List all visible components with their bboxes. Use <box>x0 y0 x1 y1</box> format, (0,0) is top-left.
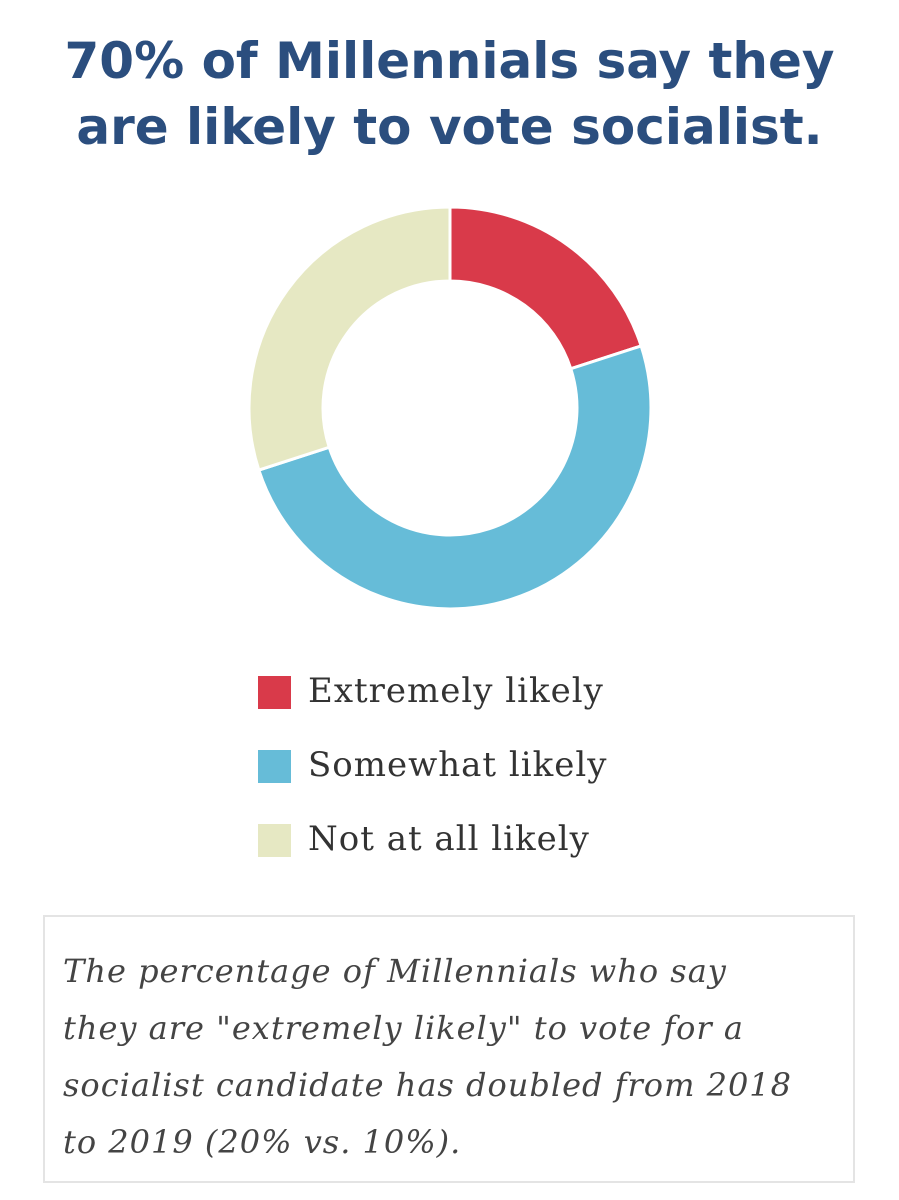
note-box: The percentage of Millennials who say th… <box>43 915 855 1183</box>
legend-label-not-at-all-likely: Not at all likely <box>308 819 590 859</box>
note-text: The percentage of Millennials who say th… <box>63 943 843 1171</box>
chart-title-line-2: are likely to vote socialist. <box>76 98 823 156</box>
donut-slice-somewhat-likely <box>256 343 653 611</box>
chart-title: 70% of Millennials say they are likely t… <box>0 28 899 160</box>
legend-label-somewhat-likely: Somewhat likely <box>308 745 608 785</box>
note-line-1: The percentage of Millennials who say <box>63 952 727 990</box>
note-line-3: socialist candidate has doubled from 201… <box>63 1066 793 1104</box>
legend-swatch-extremely-likely <box>258 676 291 709</box>
note-line-2: they are "extremely likely" to vote for … <box>63 1009 744 1047</box>
chart-title-line-1: 70% of Millennials say they <box>64 32 835 90</box>
legend-swatch-not-at-all-likely <box>258 824 291 857</box>
donut-chart <box>247 205 653 611</box>
legend-item-not-at-all-likely: Not at all likely <box>258 811 678 885</box>
legend-item-extremely-likely: Extremely likely <box>258 663 678 737</box>
chart-legend: Extremely likely Somewhat likely Not at … <box>258 663 678 885</box>
note-line-4: to 2019 (20% vs. 10%). <box>63 1123 462 1161</box>
donut-slice-extremely-likely <box>448 205 644 371</box>
legend-item-somewhat-likely: Somewhat likely <box>258 737 678 811</box>
legend-swatch-somewhat-likely <box>258 750 291 783</box>
legend-label-extremely-likely: Extremely likely <box>308 671 604 711</box>
donut-slice-not-at-all-likely <box>247 205 452 473</box>
